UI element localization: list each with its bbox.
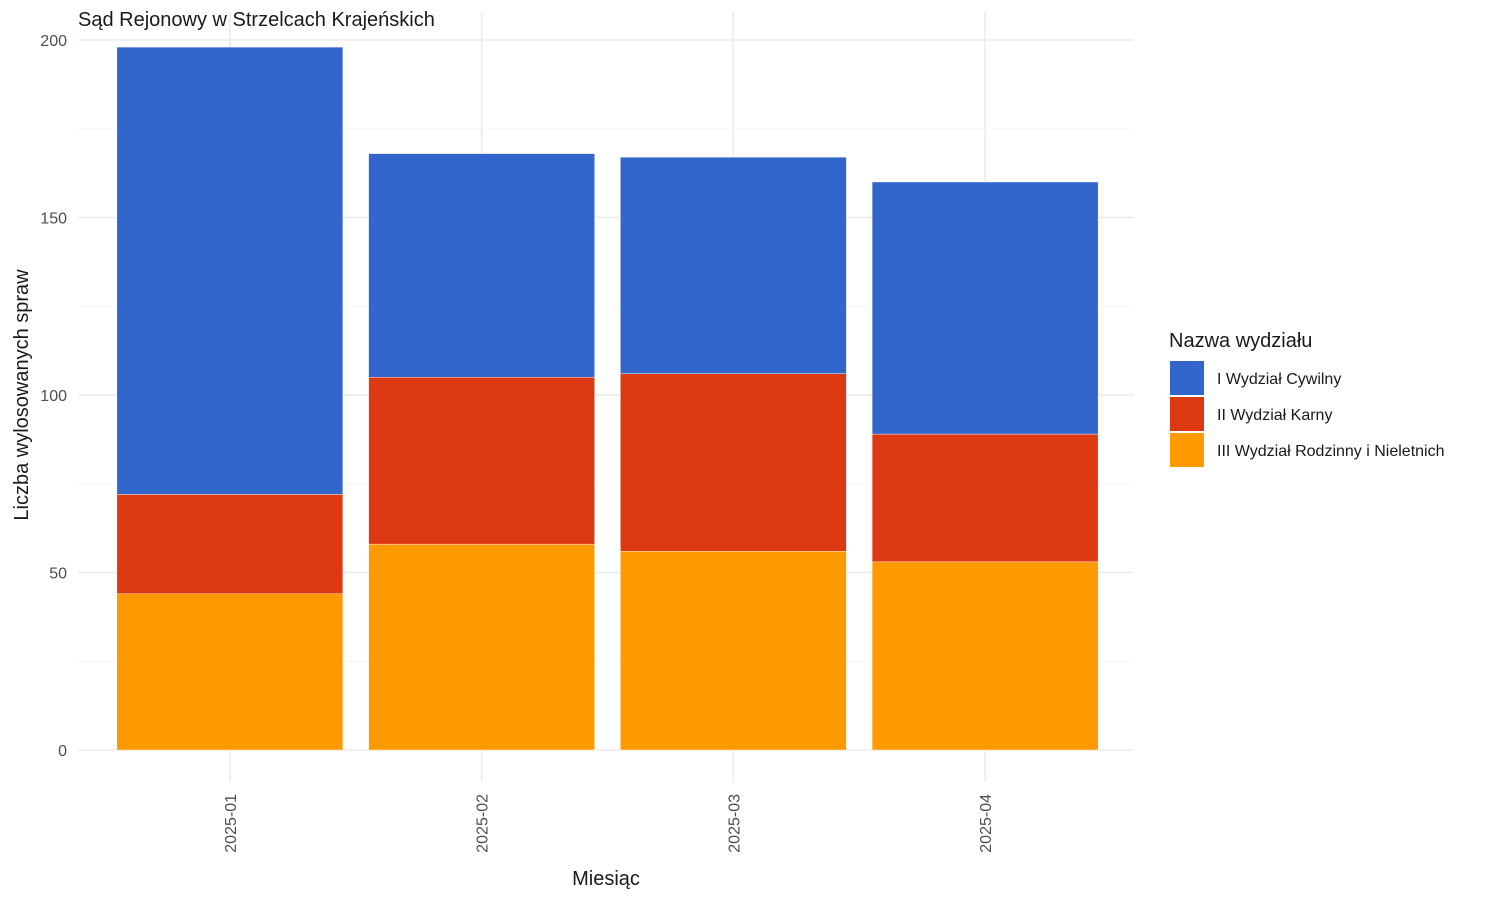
legend-swatch [1170,397,1204,431]
legend-label: III Wydział Rodzinny i Nieletnich [1217,443,1445,460]
y-tick-label: 150 [40,211,67,228]
bar-segment [116,593,344,751]
y-axis-ticks: 0 50 100 150 200 [40,33,67,760]
y-tick-label: 200 [40,33,67,50]
x-axis-title: Miesiąc [572,868,640,890]
y-axis-title: Liczba wylosowanych spraw [11,269,33,521]
bar-segment [116,494,344,594]
legend-label: II Wydział Karny [1217,407,1332,424]
legend-swatch [1170,433,1204,467]
x-tick-label: 2025-03 [726,794,743,853]
bar-segment [620,551,847,751]
x-axis-ticks: 2025-01 2025-02 2025-03 2025-04 [223,794,995,853]
legend: Nazwa wydziału I Wydział Cywilny II Wydzi… [1169,330,1445,467]
x-tick-label: 2025-04 [978,794,995,853]
legend-label: I Wydział Cywilny [1217,371,1341,388]
legend-swatch [1170,361,1204,395]
bar-segment [871,181,1099,435]
bar-segment [116,46,344,495]
y-tick-label: 100 [40,388,67,405]
bar-segment [871,433,1099,563]
bar-segment [368,377,595,545]
bar-segment [368,543,595,751]
x-tick-label: 2025-01 [223,794,240,853]
bar-segment [620,373,847,552]
bar-segment [871,561,1099,751]
legend-title: Nazwa wydziału [1169,330,1312,352]
y-tick-label: 50 [49,566,67,583]
bar-segment [368,153,595,378]
bars [116,46,1099,751]
x-tick-label: 2025-02 [475,794,492,853]
bar-segment [620,156,847,374]
y-tick-label: 0 [58,743,67,760]
chart-title: Sąd Rejonowy w Strzelcach Krajeńskich [78,9,435,31]
